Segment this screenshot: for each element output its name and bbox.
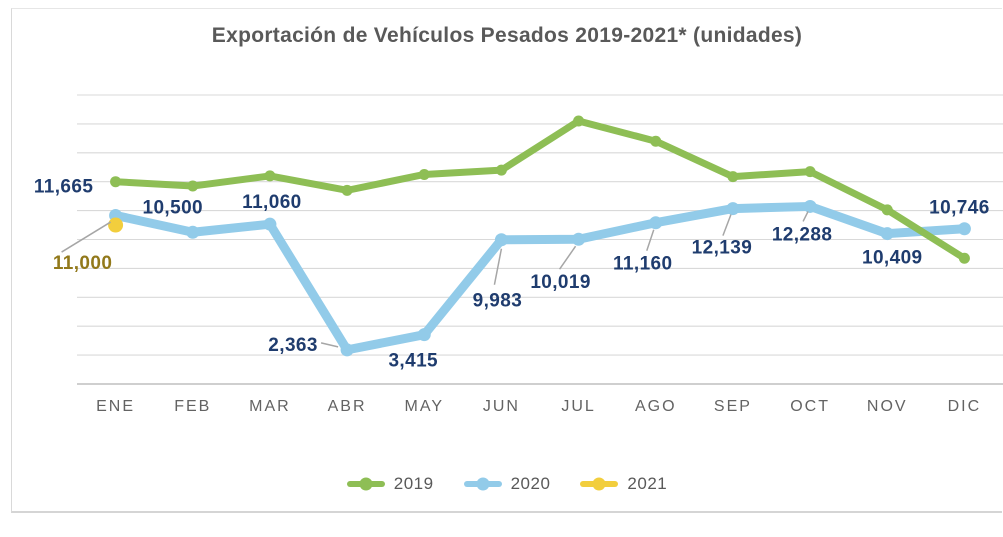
data-label: 12,139 [692, 238, 753, 259]
series-2019-point-marker [110, 176, 122, 188]
month-label: NOV [867, 398, 908, 415]
legend-marker-2019 [346, 477, 385, 491]
series-2021-point-marker [108, 217, 124, 233]
label-callout-line [722, 214, 732, 236]
chart-legend: 2019 2020 2021 [11, 469, 1003, 499]
data-label: 2,363 [268, 335, 318, 356]
series-2020-line [111, 201, 969, 355]
data-label: 11,665 [34, 176, 93, 197]
month-label: SEP [714, 398, 752, 415]
series-2020-point-marker [494, 233, 508, 247]
series-2020-point-marker [572, 232, 586, 246]
month-label: MAR [249, 398, 291, 415]
series-2020-point-marker [726, 202, 740, 216]
legend-label: 2021 [627, 474, 668, 493]
series-2020-point-marker [340, 343, 354, 357]
data-label: 10,500 [142, 197, 203, 218]
series-2019-line [112, 117, 968, 262]
series-2019-point-marker [264, 170, 276, 182]
month-label: AGO [635, 398, 677, 415]
data-label: 11,000 [53, 253, 112, 274]
month-label: ENE [96, 398, 135, 415]
legend-label: 2019 [393, 474, 434, 493]
month-label: JUN [483, 398, 520, 415]
legend-marker-2020 [463, 477, 502, 491]
data-label: 3,415 [388, 351, 438, 372]
series-2019-point-marker [495, 164, 507, 176]
legend-item-2019: 2019 [346, 474, 434, 494]
series-2019-point-marker [341, 184, 353, 196]
series-2019-point-marker [727, 171, 739, 183]
month-label: JUL [561, 398, 595, 415]
series-2019-point-marker [804, 166, 816, 178]
label-callout-line [320, 342, 339, 348]
series-2019-point-marker [650, 135, 662, 147]
legend-item-2020: 2020 [463, 474, 551, 494]
series-2020-point-marker [186, 225, 200, 239]
month-label: ABR [328, 398, 367, 415]
series-2020-point-marker [880, 227, 894, 241]
series-2019-point-marker [958, 252, 970, 264]
label-callout-line [61, 221, 111, 253]
legend-marker-2021 [580, 477, 619, 491]
data-label: 10,746 [929, 198, 990, 219]
series-2019-point-marker [573, 115, 585, 127]
month-label: MAY [405, 398, 444, 415]
data-label: 10,409 [862, 248, 923, 269]
label-callout-line [493, 248, 503, 285]
series-2020-point-marker [957, 222, 971, 236]
month-label: FEB [174, 398, 211, 415]
series-2020-point-marker [417, 328, 431, 342]
series-2020-point-marker [263, 217, 277, 231]
label-callout-line [802, 211, 809, 222]
legend-label: 2020 [510, 474, 551, 493]
label-callout-line [558, 245, 577, 270]
series-2019-point-marker [187, 180, 199, 192]
series-2020-point-marker [649, 216, 663, 230]
legend-item-2021: 2021 [580, 474, 667, 494]
data-label: 11,060 [242, 192, 301, 213]
data-label: 9,983 [473, 291, 523, 312]
chart-card-frame [11, 8, 1002, 513]
series-2020-point-marker [803, 199, 817, 213]
month-label: OCT [790, 398, 830, 415]
month-label: DIC [948, 398, 982, 415]
series-2019-point-marker [418, 168, 430, 180]
chart-title: Exportación de Vehículos Pesados 2019-20… [211, 24, 803, 47]
data-label: 10,019 [530, 272, 591, 293]
data-label: 12,288 [772, 224, 833, 245]
label-callout-line [646, 229, 655, 251]
series-2019-point-marker [881, 204, 893, 216]
data-label: 11,160 [613, 254, 672, 275]
